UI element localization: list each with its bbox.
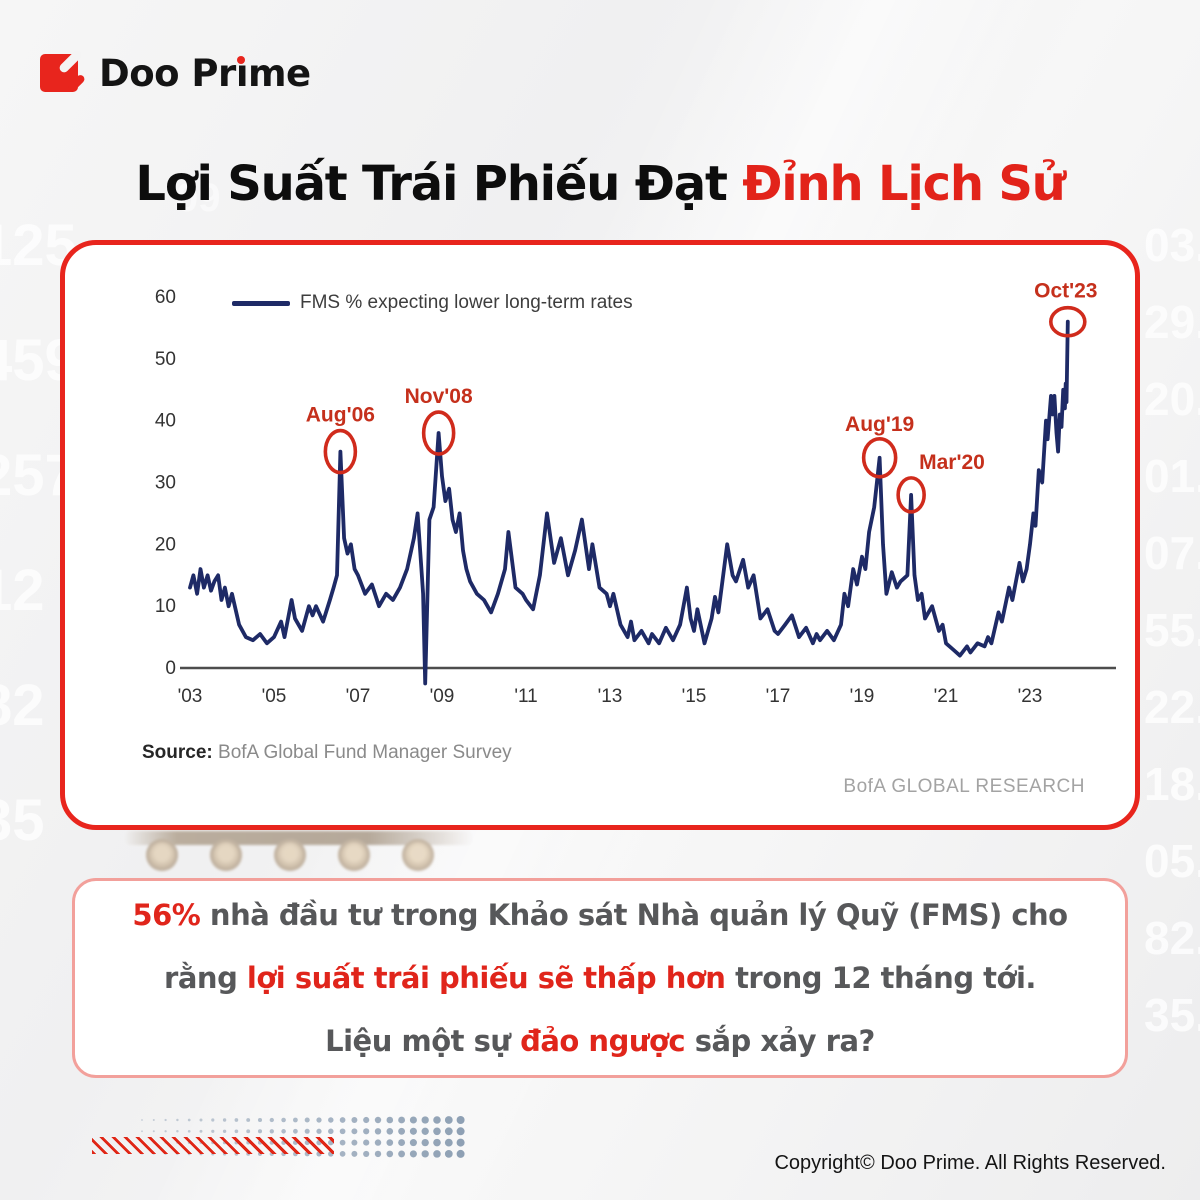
page-title-black: Lợi Suất Trái Phiếu Đạt xyxy=(135,156,743,213)
x-axis-tick: '07 xyxy=(346,686,371,707)
watermark-number: 03.6 xyxy=(1144,219,1200,271)
annotation-label: Nov'08 xyxy=(405,385,473,408)
watermark-number: 22.1 xyxy=(1144,681,1200,733)
y-axis-tick: 40 xyxy=(155,411,176,432)
watermark-number: 29.4 xyxy=(1144,296,1200,348)
fms-line-series xyxy=(188,319,1070,686)
source-text: BofA Global Fund Manager Survey xyxy=(218,742,512,763)
tank-wheel xyxy=(274,839,306,871)
x-axis-tick: '11 xyxy=(514,686,537,707)
chart-source: Source: BofA Global Fund Manager Survey xyxy=(142,742,512,764)
tank-wheel xyxy=(210,839,242,871)
x-axis-tick: '05 xyxy=(262,686,287,707)
callout-text: Liệu một sự xyxy=(325,1023,521,1058)
watermark-number: 07.5 xyxy=(1144,527,1200,579)
y-axis-tick: 30 xyxy=(155,473,176,494)
callout-highlight: 56% xyxy=(132,897,201,932)
page-title: Lợi Suất Trái Phiếu Đạt Đỉnh Lịch Sử xyxy=(0,156,1200,212)
callout-line: Liệu một sự đảo ngược sắp xảy ra? xyxy=(75,1010,1125,1073)
x-axis-tick: '15 xyxy=(682,686,707,707)
callout-highlight: đảo ngược xyxy=(520,1023,686,1058)
watermark-number: 35 xyxy=(0,788,45,853)
callout-text: trong 12 tháng tới. xyxy=(725,960,1036,995)
y-axis-tick: 50 xyxy=(155,349,176,370)
copyright-text: Copyright© Doo Prime. All Rights Reserve… xyxy=(774,1152,1166,1174)
watermark-number: 35.2 xyxy=(1144,989,1200,1041)
chart-legend: FMS % expecting lower long-term rates xyxy=(232,290,633,316)
watermark-number: 01.2 xyxy=(1144,450,1200,502)
tank-watermark-image xyxy=(124,831,484,877)
callout-highlight: lợi suất trái phiếu sẽ thấp hơn xyxy=(246,960,726,995)
doo-prime-logo: Doo Pr ıme xyxy=(40,48,311,96)
logo-text: Doo Pr ıme xyxy=(99,51,311,95)
x-axis-tick: '17 xyxy=(766,686,791,707)
watermark-number: 82.9 xyxy=(1144,912,1200,964)
callout-line: rằng lợi suất trái phiếu sẽ thấp hơn tro… xyxy=(75,947,1125,1010)
callout-text: rằng xyxy=(164,960,247,995)
watermark-number: 05.1 xyxy=(1144,835,1200,887)
annotation-label: Aug'06 xyxy=(306,404,375,427)
callout-box: 56% nhà đầu tư trong Khảo sát Nhà quản l… xyxy=(72,878,1128,1078)
logo-i-dot xyxy=(236,55,245,64)
stripes-decoration xyxy=(92,1137,334,1154)
watermark-number: 18.0 xyxy=(1144,758,1200,810)
watermark-number: 09 xyxy=(176,176,221,220)
x-axis-tick: '19 xyxy=(850,686,875,707)
annotation-label: Oct'23 xyxy=(1034,280,1097,303)
legend-label: FMS % expecting lower long-term rates xyxy=(300,292,633,313)
y-axis-tick: 10 xyxy=(155,596,176,617)
bofa-research-watermark: BofA GLOBAL RESEARCH xyxy=(843,776,1085,797)
x-axis-tick: '03 xyxy=(178,686,203,707)
x-axis-tick: '21 xyxy=(934,686,959,707)
watermark-number: 55.7 xyxy=(1144,604,1200,656)
x-axis-tick: '23 xyxy=(1018,686,1043,707)
x-axis-tick: '13 xyxy=(598,686,623,707)
watermark-number: 12 xyxy=(0,558,45,623)
doo-prime-logo-icon xyxy=(40,48,87,96)
callout-text: sắp xảy ra? xyxy=(685,1023,876,1058)
source-label: Source: xyxy=(142,742,213,763)
chart-card: '03 '05 '07 '09 '11 '13 '15 '17 '19 '21 '23 0 10 20 30… xyxy=(60,240,1140,830)
y-axis-tick: 0 xyxy=(165,658,176,679)
watermark-number: 20.0 xyxy=(1144,373,1200,425)
y-axis-tick: 60 xyxy=(155,287,176,308)
x-axis-tick: '09 xyxy=(430,686,455,707)
callout-line: 56% nhà đầu tư trong Khảo sát Nhà quản l… xyxy=(75,884,1125,947)
legend-line-marker xyxy=(232,300,290,306)
annotation-label: Aug'19 xyxy=(845,413,914,436)
watermark-number: 82 xyxy=(0,673,45,738)
y-axis-tick: 20 xyxy=(155,534,176,555)
tank-wheel xyxy=(146,839,178,871)
tank-wheel xyxy=(338,839,370,871)
page-title-red: Đỉnh Lịch Sử xyxy=(742,156,1066,213)
callout-text: nhà đầu tư trong Khảo sát Nhà quản lý Qu… xyxy=(200,897,1068,932)
tank-wheel xyxy=(402,839,434,871)
annotation-label: Mar'20 xyxy=(919,451,985,474)
